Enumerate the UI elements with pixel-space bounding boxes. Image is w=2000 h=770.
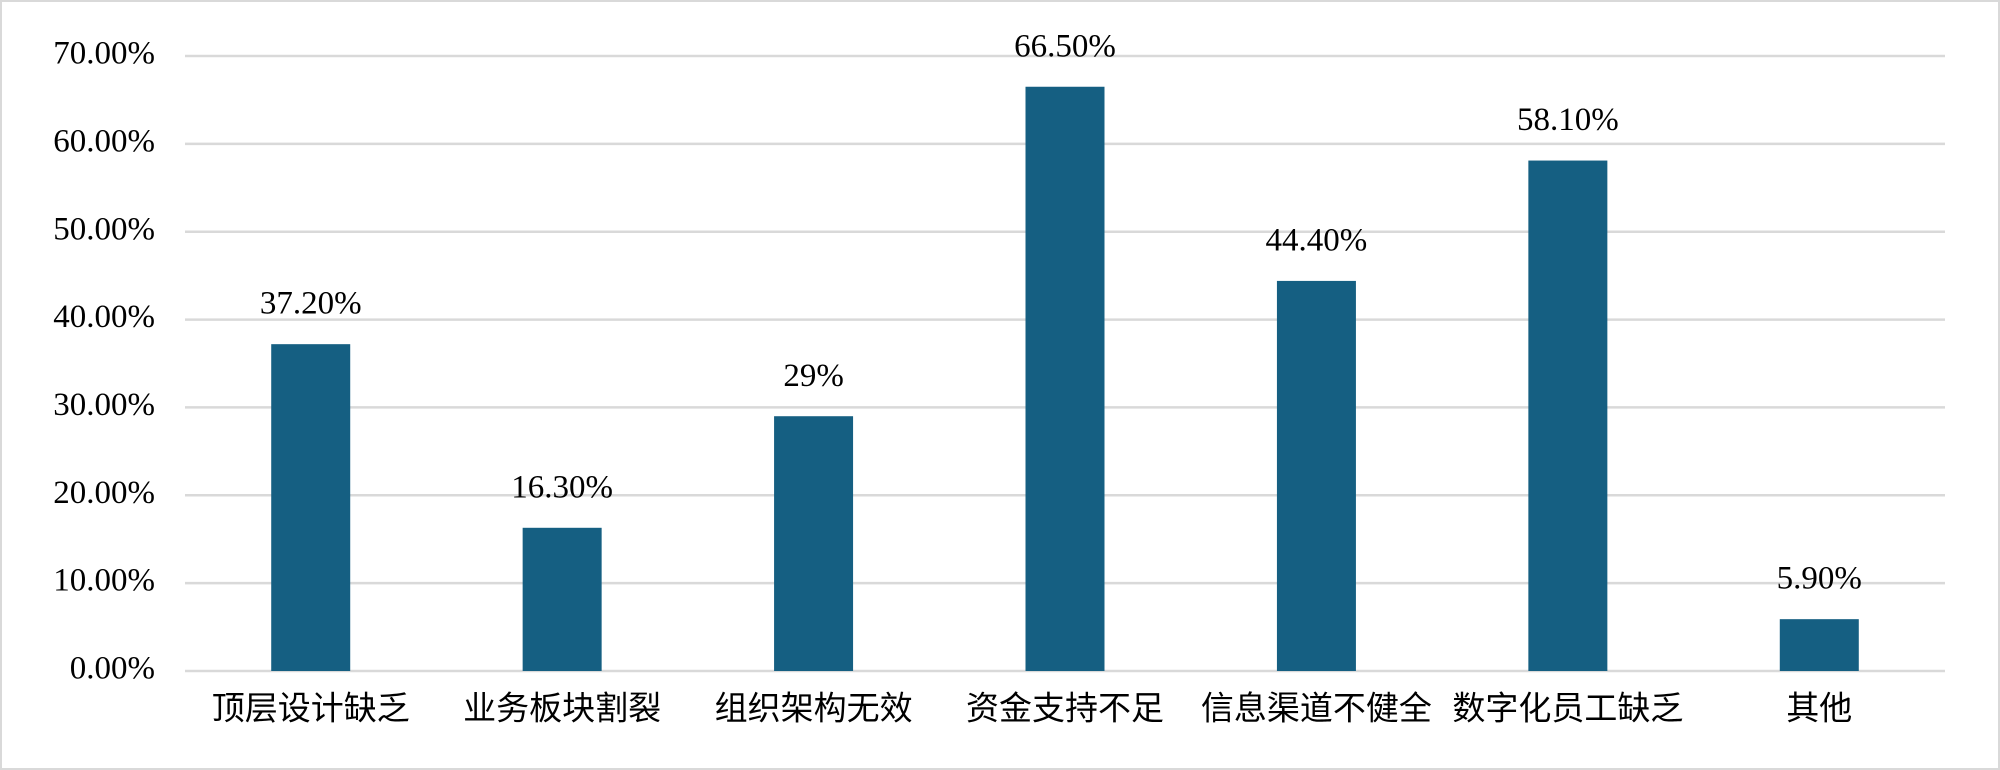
x-tick-label: 顶层设计缺乏 <box>212 691 410 728</box>
x-tick-label: 信息渠道不健全 <box>1201 691 1432 728</box>
bar <box>1528 160 1608 672</box>
bar <box>271 344 351 671</box>
bar <box>522 527 602 671</box>
value-label: 58.10% <box>1517 102 1619 138</box>
y-tick-label: 20.00% <box>53 475 155 511</box>
y-tick-label: 30.00% <box>53 387 155 423</box>
y-tick-label: 10.00% <box>53 563 155 599</box>
value-label: 5.90% <box>1777 561 1862 597</box>
y-tick-label: 70.00% <box>53 36 155 72</box>
value-label: 37.20% <box>260 286 362 322</box>
y-tick-label: 60.00% <box>53 123 155 159</box>
x-tick-label: 业务板块割裂 <box>463 691 661 728</box>
x-tick-label: 组织架构无效 <box>715 691 913 728</box>
value-label: 29% <box>783 358 844 394</box>
bar <box>1779 619 1859 671</box>
value-label: 44.40% <box>1266 222 1368 258</box>
y-tick-label: 50.00% <box>53 211 155 247</box>
bar <box>774 416 854 671</box>
value-label: 66.50% <box>1014 28 1116 64</box>
x-tick-label: 其他 <box>1786 691 1852 728</box>
x-tick-label: 资金支持不足 <box>966 691 1164 728</box>
value-label: 16.30% <box>511 469 613 505</box>
y-tick-label: 40.00% <box>53 299 155 335</box>
bar <box>1025 86 1105 671</box>
y-tick-label: 0.00% <box>70 651 155 687</box>
bar <box>1276 280 1356 671</box>
x-tick-label: 数字化员工缺乏 <box>1452 691 1683 728</box>
